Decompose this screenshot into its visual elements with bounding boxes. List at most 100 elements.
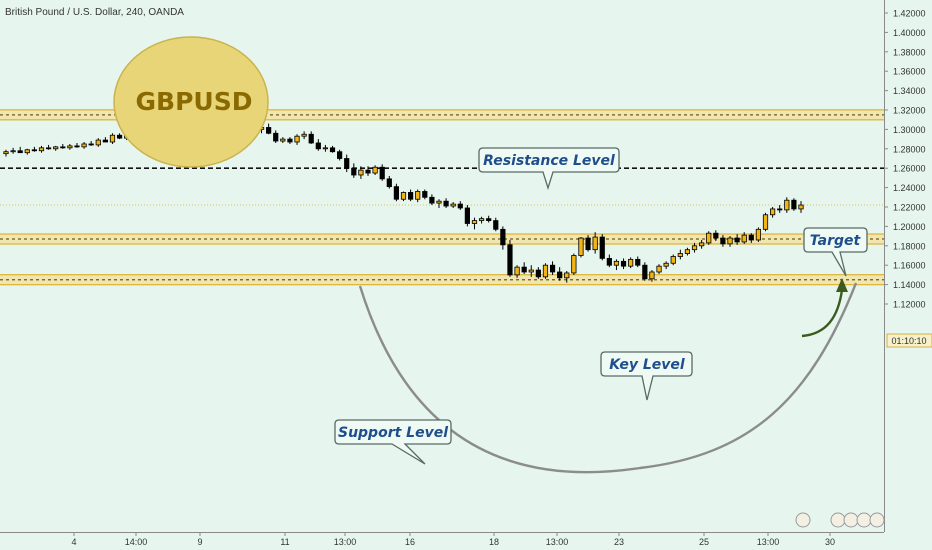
candle-up	[784, 199, 790, 211]
candle-up	[38, 147, 45, 152]
x-tick-label: 18	[489, 537, 499, 547]
candle-up	[699, 242, 705, 247]
candle-down	[337, 151, 343, 159]
y-tick-label: 1.40000	[893, 28, 926, 38]
x-tick-label: 13:00	[546, 537, 569, 547]
candle-up	[798, 204, 804, 210]
chart-title: British Pound / U.S. Dollar, 240, OANDA	[5, 7, 184, 18]
candle-up	[684, 249, 691, 254]
y-axis-area	[884, 0, 932, 550]
target-arrow	[801, 289, 844, 338]
candle-down	[266, 127, 272, 134]
x-tick-label: 14:00	[125, 537, 148, 547]
candle-up	[677, 253, 683, 257]
candle-down	[734, 237, 740, 243]
candle-down	[713, 232, 719, 239]
candle-down	[116, 134, 123, 139]
candle-up	[649, 271, 655, 280]
candle-down	[585, 237, 591, 251]
candle-up	[294, 135, 300, 143]
resistance-label: Resistance Level	[483, 153, 615, 169]
y-tick-label: 1.28000	[893, 144, 926, 154]
current-price-tag-label: 01:10:10	[891, 336, 926, 346]
candle-up	[656, 265, 662, 273]
candle-up	[358, 169, 364, 176]
candle-up	[322, 147, 329, 150]
y-tick-label: 1.38000	[893, 47, 926, 57]
candle-down	[535, 269, 541, 278]
event-flag-icon[interactable]	[869, 512, 885, 528]
candle-down	[443, 200, 449, 207]
candle-down	[31, 149, 37, 152]
x-tick-label: 23	[614, 537, 624, 547]
candle-up	[542, 264, 549, 278]
candle-up	[770, 208, 776, 216]
event-flag-icon[interactable]	[856, 512, 872, 528]
symbol-badge	[113, 36, 269, 168]
rounding-bottom-arc	[358, 282, 858, 474]
y-tick-label: 1.36000	[893, 67, 926, 77]
y-tick-label: 1.26000	[893, 164, 926, 174]
key-zone	[0, 234, 884, 245]
event-icons[interactable]	[795, 512, 885, 528]
candle-down	[521, 266, 527, 273]
candle-up	[81, 143, 87, 148]
candle-up	[571, 255, 577, 274]
y-tick-label: 1.20000	[893, 222, 926, 232]
support-callout: Support Level	[334, 419, 452, 465]
event-flag-icon[interactable]	[843, 512, 859, 528]
candle-up	[109, 134, 116, 143]
x-tick-label: 13:00	[757, 537, 780, 547]
x-tick-label: 13:00	[334, 537, 357, 547]
candle-down	[635, 258, 641, 266]
candle-down	[393, 186, 400, 200]
candle-up	[755, 228, 762, 241]
candle-up	[613, 260, 620, 266]
candle-up	[564, 272, 570, 279]
y-tick-label: 1.34000	[893, 86, 926, 96]
candle-down	[273, 132, 279, 142]
key-level-label: Key Level	[609, 357, 685, 373]
candle-down	[287, 138, 293, 143]
support-label: Support Level	[338, 425, 448, 441]
candle-up	[53, 146, 59, 150]
candle-down	[549, 264, 556, 273]
candle-down	[720, 237, 726, 245]
y-tick-label: 1.12000	[893, 300, 926, 310]
key-level-callout: Key Level	[600, 351, 693, 401]
resistance-zone	[0, 109, 884, 120]
y-tick-label: 1.24000	[893, 183, 926, 193]
candle-down	[748, 234, 754, 241]
candle-up	[628, 258, 634, 267]
candle-up	[691, 245, 698, 251]
candle-down	[777, 208, 783, 211]
target-callout: Target	[803, 227, 868, 277]
candle-down	[620, 260, 627, 267]
candle-down	[599, 236, 605, 259]
candle-down	[407, 192, 414, 200]
candle-up	[415, 191, 421, 200]
x-axis-labels: 4 14:00 9 11 13:00 16 18 13:00 23 25 13:00 30	[71, 532, 835, 547]
candle-down	[422, 191, 428, 198]
candle-down	[642, 264, 648, 280]
y-tick-label: 1.32000	[893, 106, 926, 116]
y-tick-label: 1.16000	[893, 261, 926, 271]
candle-up	[706, 232, 712, 244]
candle-up	[301, 133, 307, 137]
candle-up	[436, 200, 442, 204]
x-tick-label: 4	[71, 537, 76, 547]
x-tick-label: 30	[825, 537, 835, 547]
candle-down	[493, 220, 499, 230]
candle-down	[557, 271, 563, 279]
candle-up	[478, 218, 485, 221]
event-flag-icon[interactable]	[795, 512, 811, 528]
candle-down	[102, 139, 108, 143]
candle-up	[450, 203, 456, 207]
candle-down	[45, 147, 52, 150]
candle-up	[741, 234, 747, 243]
event-flag-icon[interactable]	[830, 512, 846, 528]
candle-up	[3, 151, 9, 155]
candle-down	[500, 228, 506, 246]
